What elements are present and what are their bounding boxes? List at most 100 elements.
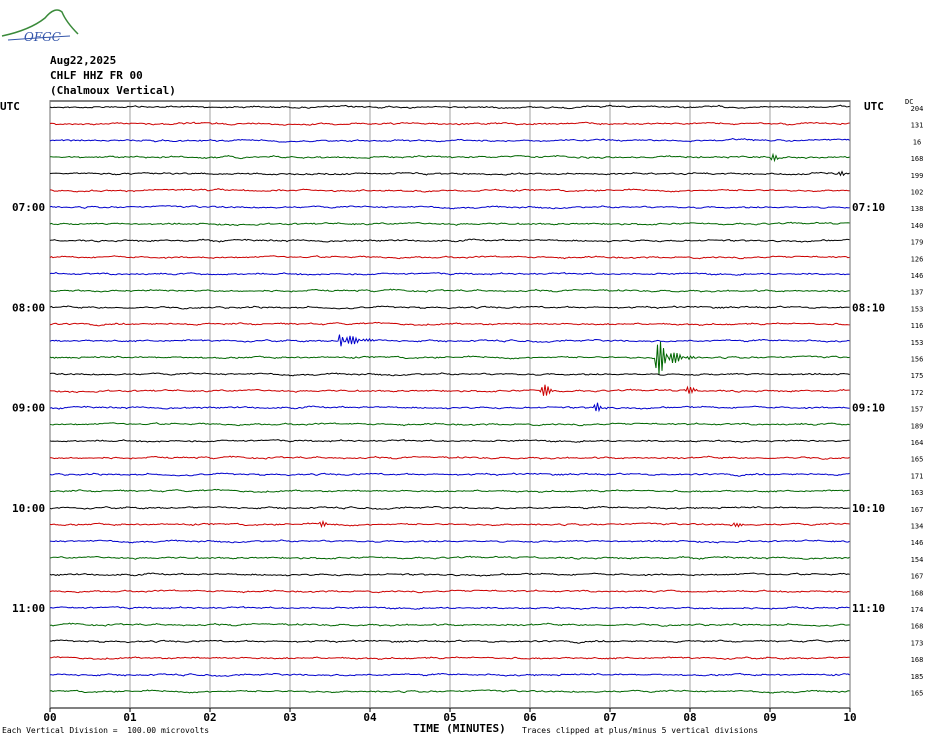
date-label: Aug22,2025 [50, 54, 117, 67]
station-label: CHLF HHZ FR 00 [50, 69, 143, 82]
right-time-label: 10:10 [852, 502, 885, 515]
x-tick-label: 10 [843, 711, 856, 724]
trace-row-34 [49, 672, 850, 677]
dc-offset-label: 189 [911, 422, 924, 430]
trace-row-13 [49, 321, 850, 327]
trace-row-15 [49, 341, 850, 375]
dc-offset-label: 146 [911, 272, 924, 280]
trace-row-7 [49, 221, 850, 227]
left-axis-title: UTC [0, 100, 20, 113]
x-tick-label: 05 [443, 711, 456, 724]
trace-row-9 [49, 255, 850, 260]
trace-row-12 [49, 305, 850, 310]
dc-offset-label: 137 [911, 289, 924, 297]
x-tick-label: 06 [523, 711, 537, 724]
dc-offset-label: 165 [911, 690, 924, 698]
trace-row-26 [49, 539, 850, 544]
trace-row-21 [50, 455, 850, 460]
trace-row-4 [49, 170, 850, 177]
dc-offset-label: 102 [911, 189, 924, 197]
right-time-label: 09:10 [852, 402, 885, 415]
dc-offset-label: 131 [911, 122, 924, 130]
trace-row-28 [49, 572, 850, 577]
x-axis-title: TIME (MINUTES) [413, 722, 506, 735]
dc-offset-label: 140 [911, 222, 924, 230]
trace-row-32 [49, 639, 850, 644]
trace-row-6 [49, 205, 850, 210]
x-tick-label: 07 [603, 711, 616, 724]
dc-offset-label: 168 [911, 589, 924, 597]
dc-axis-title: DC [905, 98, 914, 106]
trace-row-31 [49, 622, 850, 627]
trace-row-0 [49, 104, 850, 110]
trace-row-14 [49, 334, 850, 347]
trace-row-22 [49, 472, 850, 477]
dc-offset-label: 175 [911, 372, 924, 380]
left-time-label: 08:00 [12, 301, 45, 314]
right-time-label: 08:10 [852, 301, 885, 314]
x-tick-label: 08 [683, 711, 696, 724]
dc-offset-label: 165 [911, 456, 924, 464]
trace-row-25 [49, 519, 850, 529]
trace-row-33 [50, 656, 850, 660]
x-tick-label: 04 [363, 711, 377, 724]
left-time-label: 09:00 [12, 402, 45, 415]
right-time-label: 11:10 [852, 602, 885, 615]
dc-offset-label: 138 [911, 205, 924, 213]
right-axis-title: UTC [864, 100, 884, 113]
dc-offset-label: 185 [911, 673, 924, 681]
trace-row-10 [49, 271, 850, 276]
dc-offset-label: 116 [911, 322, 924, 330]
trace-row-1 [49, 121, 850, 126]
dc-offset-label: 16 [913, 138, 921, 146]
dc-offset-label: 154 [911, 556, 924, 564]
right-time-label: 07:10 [852, 201, 885, 214]
trace-row-19 [49, 422, 850, 427]
dc-offset-label: 163 [911, 489, 924, 497]
dc-offset-label: 204 [911, 105, 924, 113]
dc-offset-label: 168 [911, 155, 924, 163]
trace-row-24 [49, 505, 850, 510]
dc-offset-label: 171 [911, 472, 924, 480]
trace-row-27 [49, 555, 850, 560]
trace-row-3 [49, 152, 850, 163]
trace-row-11 [49, 288, 850, 293]
trace-row-8 [49, 238, 850, 243]
dc-offset-label: 146 [911, 539, 924, 547]
dc-offset-label: 174 [911, 606, 924, 614]
clip-note: Traces clipped at plus/minus 5 vertical … [522, 726, 759, 735]
x-tick-label: 09 [763, 711, 776, 724]
scale-note: Each Vertical Division = 100.00 microvol… [2, 726, 210, 735]
trace-row-2 [49, 137, 850, 143]
left-time-label: 10:00 [12, 502, 45, 515]
dc-offset-label: 199 [911, 172, 924, 180]
x-tick-label: 01 [123, 711, 137, 724]
trace-row-17 [49, 384, 850, 396]
logo-text: OFGC [24, 30, 61, 44]
left-time-label: 11:00 [12, 602, 45, 615]
trace-row-29 [49, 589, 850, 594]
dc-offset-label: 173 [911, 639, 924, 647]
trace-row-16 [49, 372, 850, 377]
dc-offset-label: 153 [911, 339, 924, 347]
dc-offset-label: 156 [911, 356, 924, 364]
x-tick-label: 03 [283, 711, 296, 724]
dc-offset-label: 167 [911, 506, 924, 514]
x-tick-label: 02 [203, 711, 216, 724]
left-time-label: 07:00 [12, 201, 45, 214]
dc-offset-label: 179 [911, 239, 924, 247]
dc-offset-label: 164 [911, 439, 924, 447]
component-label: (Chalmoux Vertical) [50, 84, 176, 97]
trace-row-30 [49, 606, 850, 610]
trace-row-23 [50, 488, 850, 493]
dc-offset-label: 167 [911, 573, 924, 581]
x-tick-label: 00 [43, 711, 56, 724]
ofgc-logo: OFGC [1, 9, 79, 44]
dc-offset-label: 172 [911, 389, 924, 397]
dc-offset-label: 153 [911, 305, 924, 313]
trace-row-20 [49, 439, 850, 443]
dc-offset-label: 157 [911, 406, 924, 414]
dc-offset-label: 168 [911, 656, 924, 664]
dc-offset-label: 168 [911, 623, 924, 631]
